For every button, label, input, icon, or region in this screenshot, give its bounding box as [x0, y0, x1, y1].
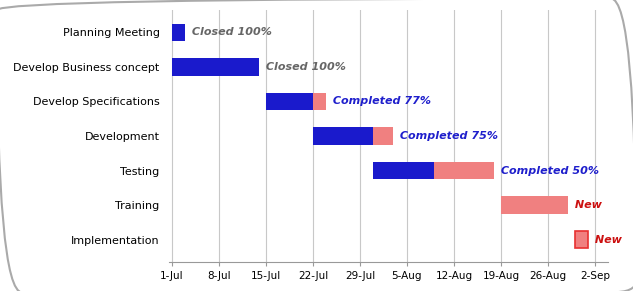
Bar	[373, 162, 434, 179]
Text: New: New	[591, 235, 622, 245]
Bar	[434, 162, 494, 179]
Bar	[575, 231, 588, 248]
Text: Completed 77%: Completed 77%	[329, 96, 431, 107]
Text: New: New	[571, 200, 601, 210]
Bar	[266, 93, 313, 110]
Text: Completed 50%: Completed 50%	[497, 166, 599, 175]
Bar	[313, 127, 373, 145]
Text: Closed 100%: Closed 100%	[262, 62, 346, 72]
Text: Completed 75%: Completed 75%	[396, 131, 498, 141]
Bar	[373, 127, 394, 145]
Bar	[501, 196, 568, 214]
Bar	[172, 24, 185, 41]
Bar	[172, 58, 259, 75]
Bar	[313, 93, 327, 110]
Bar	[575, 231, 588, 248]
Text: Closed 100%: Closed 100%	[188, 27, 272, 37]
